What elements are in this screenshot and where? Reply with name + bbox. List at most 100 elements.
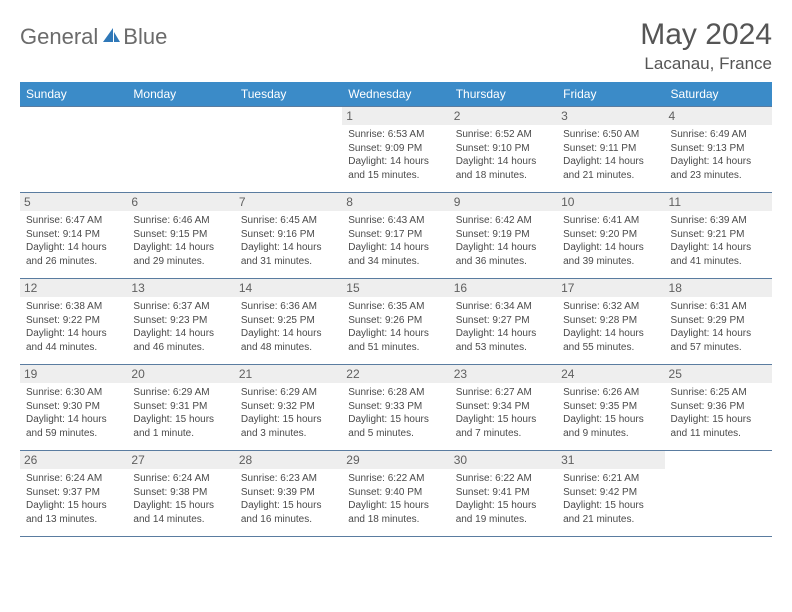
calendar-day-cell: 29 Sunrise: 6:22 AMSunset: 9:40 PMDayligh…	[342, 451, 449, 537]
calendar-day-cell: 22Sunrise: 6:28 AMSunset: 9:33 PMDayligh…	[342, 365, 449, 451]
day-info: Sunrise: 6:24 AMSunset: 9:37 PMDaylight:…	[26, 472, 121, 526]
logo-text-general: General	[20, 24, 98, 50]
day-number: 2	[450, 107, 557, 125]
day-number: 16	[450, 279, 557, 297]
calendar-day-cell: 21 Sunrise: 6:29 AMSunset: 9:32 PMDayligh…	[235, 365, 342, 451]
day-number: 7	[235, 193, 342, 211]
calendar-day-cell: 13Sunrise: 6:37 AMSunset: 9:23 PMDayligh…	[127, 279, 234, 365]
calendar-day-cell	[127, 107, 234, 193]
day-number: 21	[235, 365, 342, 383]
col-tuesday: Tuesday	[235, 82, 342, 107]
day-info: Sunrise: 6:42 AMSunset: 9:19 PMDaylight:…	[456, 214, 551, 268]
day-number: 14	[235, 279, 342, 297]
col-saturday: Saturday	[665, 82, 772, 107]
day-info: Sunrise: 6:50 AMSunset: 9:11 PMDaylight:…	[563, 128, 658, 182]
day-number: 5	[20, 193, 127, 211]
calendar-day-cell: 18 Sunrise: 6:31 AMSunset: 9:29 PMDayligh…	[665, 279, 772, 365]
col-sunday: Sunday	[20, 82, 127, 107]
day-number: 12	[20, 279, 127, 297]
logo: General Blue	[20, 18, 167, 50]
sail-icon	[101, 26, 121, 49]
calendar-day-cell: 12 Sunrise: 6:38 AMSunset: 9:22 PMDayligh…	[20, 279, 127, 365]
day-number: 18	[665, 279, 772, 297]
day-info: Sunrise: 6:29 AMSunset: 9:32 PMDaylight:…	[241, 386, 336, 440]
day-info: Sunrise: 6:49 AMSunset: 9:13 PMDaylight:…	[671, 128, 766, 182]
day-info: Sunrise: 6:22 AMSunset: 9:40 PMDaylight:…	[348, 472, 443, 526]
col-wednesday: Wednesday	[342, 82, 449, 107]
day-info: Sunrise: 6:22 AMSunset: 9:41 PMDaylight:…	[456, 472, 551, 526]
calendar-day-cell: 14 Sunrise: 6:36 AMSunset: 9:25 PMDayligh…	[235, 279, 342, 365]
calendar-day-cell: 23Sunrise: 6:27 AMSunset: 9:34 PMDayligh…	[450, 365, 557, 451]
day-number: 4	[665, 107, 772, 125]
calendar-day-cell: 9 Sunrise: 6:42 AMSunset: 9:19 PMDaylight…	[450, 193, 557, 279]
day-number: 3	[557, 107, 664, 125]
calendar-day-cell: 4 Sunrise: 6:49 AMSunset: 9:13 PMDaylight…	[665, 107, 772, 193]
day-number: 29	[342, 451, 449, 469]
col-monday: Monday	[127, 82, 234, 107]
calendar-week-row: 19 Sunrise: 6:30 AMSunset: 9:30 PMDayligh…	[20, 365, 772, 451]
calendar-day-cell: 17 Sunrise: 6:32 AMSunset: 9:28 PMDayligh…	[557, 279, 664, 365]
day-info: Sunrise: 6:53 AMSunset: 9:09 PMDaylight:…	[348, 128, 443, 182]
day-info: Sunrise: 6:37 AMSunset: 9:23 PMDaylight:…	[133, 300, 228, 354]
day-number: 11	[665, 193, 772, 211]
day-number: 9	[450, 193, 557, 211]
calendar-day-cell: 24Sunrise: 6:26 AMSunset: 9:35 PMDayligh…	[557, 365, 664, 451]
calendar-day-cell	[235, 107, 342, 193]
calendar-day-cell: 25Sunrise: 6:25 AMSunset: 9:36 PMDayligh…	[665, 365, 772, 451]
col-thursday: Thursday	[450, 82, 557, 107]
day-number: 6	[127, 193, 234, 211]
calendar-day-cell: 8 Sunrise: 6:43 AMSunset: 9:17 PMDaylight…	[342, 193, 449, 279]
day-info: Sunrise: 6:28 AMSunset: 9:33 PMDaylight:…	[348, 386, 443, 440]
day-info: Sunrise: 6:32 AMSunset: 9:28 PMDaylight:…	[563, 300, 658, 354]
day-number: 17	[557, 279, 664, 297]
day-number: 26	[20, 451, 127, 469]
weekday-header-row: Sunday Monday Tuesday Wednesday Thursday…	[20, 82, 772, 107]
day-info: Sunrise: 6:34 AMSunset: 9:27 PMDaylight:…	[456, 300, 551, 354]
day-info: Sunrise: 6:46 AMSunset: 9:15 PMDaylight:…	[133, 214, 228, 268]
calendar-week-row: 26 Sunrise: 6:24 AMSunset: 9:37 PMDayligh…	[20, 451, 772, 537]
day-number: 28	[235, 451, 342, 469]
calendar-week-row: 5 Sunrise: 6:47 AMSunset: 9:14 PMDaylight…	[20, 193, 772, 279]
calendar-day-cell	[20, 107, 127, 193]
day-info: Sunrise: 6:23 AMSunset: 9:39 PMDaylight:…	[241, 472, 336, 526]
calendar-week-row: 12 Sunrise: 6:38 AMSunset: 9:22 PMDayligh…	[20, 279, 772, 365]
day-number: 8	[342, 193, 449, 211]
day-info: Sunrise: 6:35 AMSunset: 9:26 PMDaylight:…	[348, 300, 443, 354]
day-info: Sunrise: 6:24 AMSunset: 9:38 PMDaylight:…	[133, 472, 228, 526]
day-info: Sunrise: 6:38 AMSunset: 9:22 PMDaylight:…	[26, 300, 121, 354]
day-number: 23	[450, 365, 557, 383]
calendar-day-cell: 6 Sunrise: 6:46 AMSunset: 9:15 PMDaylight…	[127, 193, 234, 279]
day-info: Sunrise: 6:31 AMSunset: 9:29 PMDaylight:…	[671, 300, 766, 354]
day-info: Sunrise: 6:25 AMSunset: 9:36 PMDaylight:…	[671, 386, 766, 440]
calendar-week-row: 1 Sunrise: 6:53 AMSunset: 9:09 PMDaylight…	[20, 107, 772, 193]
logo-text-blue: Blue	[123, 24, 167, 50]
day-number: 20	[127, 365, 234, 383]
day-info: Sunrise: 6:47 AMSunset: 9:14 PMDaylight:…	[26, 214, 121, 268]
day-number: 19	[20, 365, 127, 383]
calendar-day-cell: 7Sunrise: 6:45 AMSunset: 9:16 PMDaylight…	[235, 193, 342, 279]
col-friday: Friday	[557, 82, 664, 107]
calendar-day-cell: 3 Sunrise: 6:50 AMSunset: 9:11 PMDaylight…	[557, 107, 664, 193]
day-info: Sunrise: 6:39 AMSunset: 9:21 PMDaylight:…	[671, 214, 766, 268]
day-number: 15	[342, 279, 449, 297]
calendar-day-cell: 28 Sunrise: 6:23 AMSunset: 9:39 PMDayligh…	[235, 451, 342, 537]
header: General Blue May 2024 Lacanau, France	[20, 18, 772, 74]
calendar-day-cell: 31Sunrise: 6:21 AMSunset: 9:42 PMDayligh…	[557, 451, 664, 537]
calendar-day-cell: 27Sunrise: 6:24 AMSunset: 9:38 PMDayligh…	[127, 451, 234, 537]
calendar-day-cell: 19 Sunrise: 6:30 AMSunset: 9:30 PMDayligh…	[20, 365, 127, 451]
calendar-day-cell: 5 Sunrise: 6:47 AMSunset: 9:14 PMDaylight…	[20, 193, 127, 279]
day-info: Sunrise: 6:21 AMSunset: 9:42 PMDaylight:…	[563, 472, 658, 526]
calendar-day-cell	[665, 451, 772, 537]
day-info: Sunrise: 6:52 AMSunset: 9:10 PMDaylight:…	[456, 128, 551, 182]
calendar-day-cell: 20Sunrise: 6:29 AMSunset: 9:31 PMDayligh…	[127, 365, 234, 451]
calendar-table: Sunday Monday Tuesday Wednesday Thursday…	[20, 82, 772, 537]
title-block: May 2024 Lacanau, France	[640, 18, 772, 74]
day-info: Sunrise: 6:30 AMSunset: 9:30 PMDaylight:…	[26, 386, 121, 440]
day-info: Sunrise: 6:43 AMSunset: 9:17 PMDaylight:…	[348, 214, 443, 268]
calendar-day-cell: 2 Sunrise: 6:52 AMSunset: 9:10 PMDaylight…	[450, 107, 557, 193]
page-title: May 2024	[640, 18, 772, 52]
day-number: 1	[342, 107, 449, 125]
day-info: Sunrise: 6:36 AMSunset: 9:25 PMDaylight:…	[241, 300, 336, 354]
day-info: Sunrise: 6:26 AMSunset: 9:35 PMDaylight:…	[563, 386, 658, 440]
calendar-day-cell: 16 Sunrise: 6:34 AMSunset: 9:27 PMDayligh…	[450, 279, 557, 365]
